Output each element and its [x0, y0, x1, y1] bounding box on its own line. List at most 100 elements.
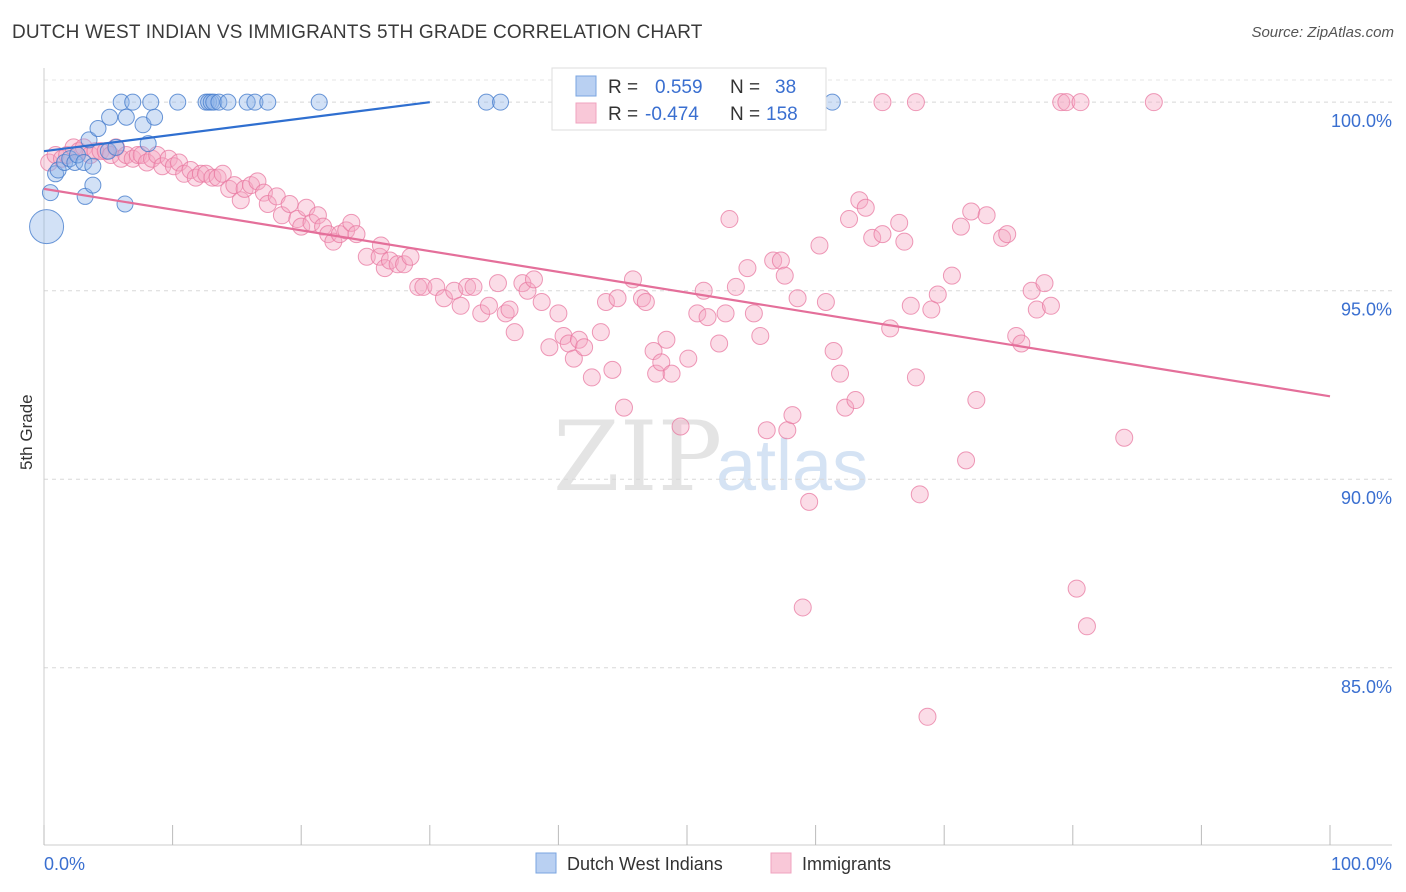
stats-n-value-immigrants: 158: [766, 104, 798, 125]
immigrants-point: [918, 707, 937, 726]
immigrants-point: [788, 289, 807, 308]
immigrants-point: [608, 289, 627, 308]
dutch-west-indians-point: [246, 93, 264, 111]
immigrants-point: [258, 194, 277, 213]
legend-swatch-immigrants: [770, 852, 792, 874]
y-tick-label: 95.0%: [1341, 300, 1392, 320]
dutch-west-indians-point: [84, 176, 102, 194]
immigrants-point: [873, 93, 892, 112]
immigrants-point: [846, 391, 865, 410]
dutch-west-indians-point: [310, 93, 328, 111]
dutch-west-indians-point: [75, 153, 93, 171]
dutch-west-indians-point: [146, 108, 164, 126]
dutch-west-indians-point: [41, 184, 59, 202]
stats-r-value-immigrants: -0.474: [645, 104, 699, 125]
immigrants-point: [148, 145, 167, 164]
immigrants-point: [720, 210, 739, 229]
stats-n-value-dwi: 38: [775, 77, 796, 98]
stats-swatch-immigrants: [575, 102, 597, 124]
immigrants-point: [575, 338, 594, 357]
immigrants-point: [1067, 579, 1086, 598]
y-tick-label: 100.0%: [1331, 111, 1392, 131]
immigrants-point: [738, 259, 757, 278]
dutch-west-indians-point: [142, 93, 160, 111]
immigrants-point: [1071, 93, 1090, 112]
immigrants-point: [778, 421, 797, 440]
immigrants-point: [657, 330, 676, 349]
immigrants-point: [505, 323, 524, 342]
legend-label-dwi: Dutch West Indians: [567, 854, 723, 874]
legend-label-immigrants: Immigrants: [802, 854, 891, 874]
stats-n-label-immigrants: N =: [730, 104, 760, 125]
dutch-west-indians-point: [492, 93, 510, 111]
immigrants-point: [856, 198, 875, 217]
immigrants-point: [716, 304, 735, 323]
immigrants-point: [850, 191, 869, 210]
immigrants-point: [213, 164, 232, 183]
immigrants-point: [662, 364, 681, 383]
dutch-west-indians-point: [210, 93, 228, 111]
immigrants-point: [967, 391, 986, 410]
immigrants-point: [128, 145, 147, 164]
immigrants-point: [757, 421, 776, 440]
legend-swatch-dwi: [535, 852, 557, 874]
dutch-west-indians-points: [29, 93, 841, 245]
immigrants-point: [962, 202, 981, 221]
immigrants-point: [977, 206, 996, 225]
immigrants-point: [910, 485, 929, 504]
immigrants-point: [500, 300, 519, 319]
watermark-zip: ZIP: [553, 401, 722, 513]
immigrants-point: [1041, 296, 1060, 315]
immigrants-point: [873, 225, 892, 244]
immigrants-point: [901, 296, 920, 315]
x-tick-labels: 0.0% 100.0%: [44, 854, 1392, 874]
immigrants-point: [582, 368, 601, 387]
immigrants-point: [957, 451, 976, 470]
trendline-dutch-west-indians: [43, 101, 430, 153]
immigrants-point: [308, 206, 327, 225]
immigrants-point: [810, 236, 829, 255]
dutch-west-indians-point: [116, 195, 134, 213]
immigrants-point: [836, 398, 855, 417]
immigrants-point: [942, 266, 961, 285]
stats-n-label-dwi: N =: [730, 77, 760, 98]
trendline-immigrants: [43, 187, 1331, 398]
immigrants-point: [726, 277, 745, 296]
immigrants-point: [698, 308, 717, 327]
y-tick-label: 90.0%: [1341, 488, 1392, 508]
dutch-west-indians-point: [477, 93, 495, 111]
immigrants-point: [603, 360, 622, 379]
immigrants-point: [895, 232, 914, 251]
immigrants-point: [591, 323, 610, 342]
stats-r-label-immigrants: R =: [608, 104, 638, 125]
immigrants-point: [451, 296, 470, 315]
immigrants-point: [751, 326, 770, 345]
immigrants-point: [922, 300, 941, 319]
watermark: ZIP atlas: [553, 401, 868, 513]
immigrants-point: [371, 236, 390, 255]
immigrants-point: [191, 164, 210, 183]
immigrants-point: [890, 213, 909, 232]
immigrants-point: [324, 232, 343, 251]
immigrants-point: [203, 168, 222, 187]
immigrants-point: [464, 277, 483, 296]
dutch-west-indians-point: [84, 157, 102, 175]
series-legend: Dutch West Indians Immigrants: [535, 852, 891, 874]
immigrants-point: [532, 293, 551, 312]
stats-r-value-dwi: 0.559: [655, 77, 703, 98]
immigrants-point: [231, 191, 250, 210]
x-tick-label: 0.0%: [44, 854, 85, 874]
immigrants-point: [401, 247, 420, 266]
x-tick-label: 100.0%: [1331, 854, 1392, 874]
immigrants-point: [342, 213, 361, 232]
immigrants-point: [596, 293, 615, 312]
immigrants-point: [636, 293, 655, 312]
immigrants-point: [524, 270, 543, 289]
immigrants-point: [1077, 617, 1096, 636]
immigrants-point: [1115, 428, 1134, 447]
immigrants-point: [414, 277, 433, 296]
chart-title: DUTCH WEST INDIAN VS IMMIGRANTS 5TH GRAD…: [12, 22, 703, 43]
immigrants-point: [906, 93, 925, 112]
source-label: Source: ZipAtlas.com: [1251, 24, 1394, 41]
immigrants-point: [863, 228, 882, 247]
